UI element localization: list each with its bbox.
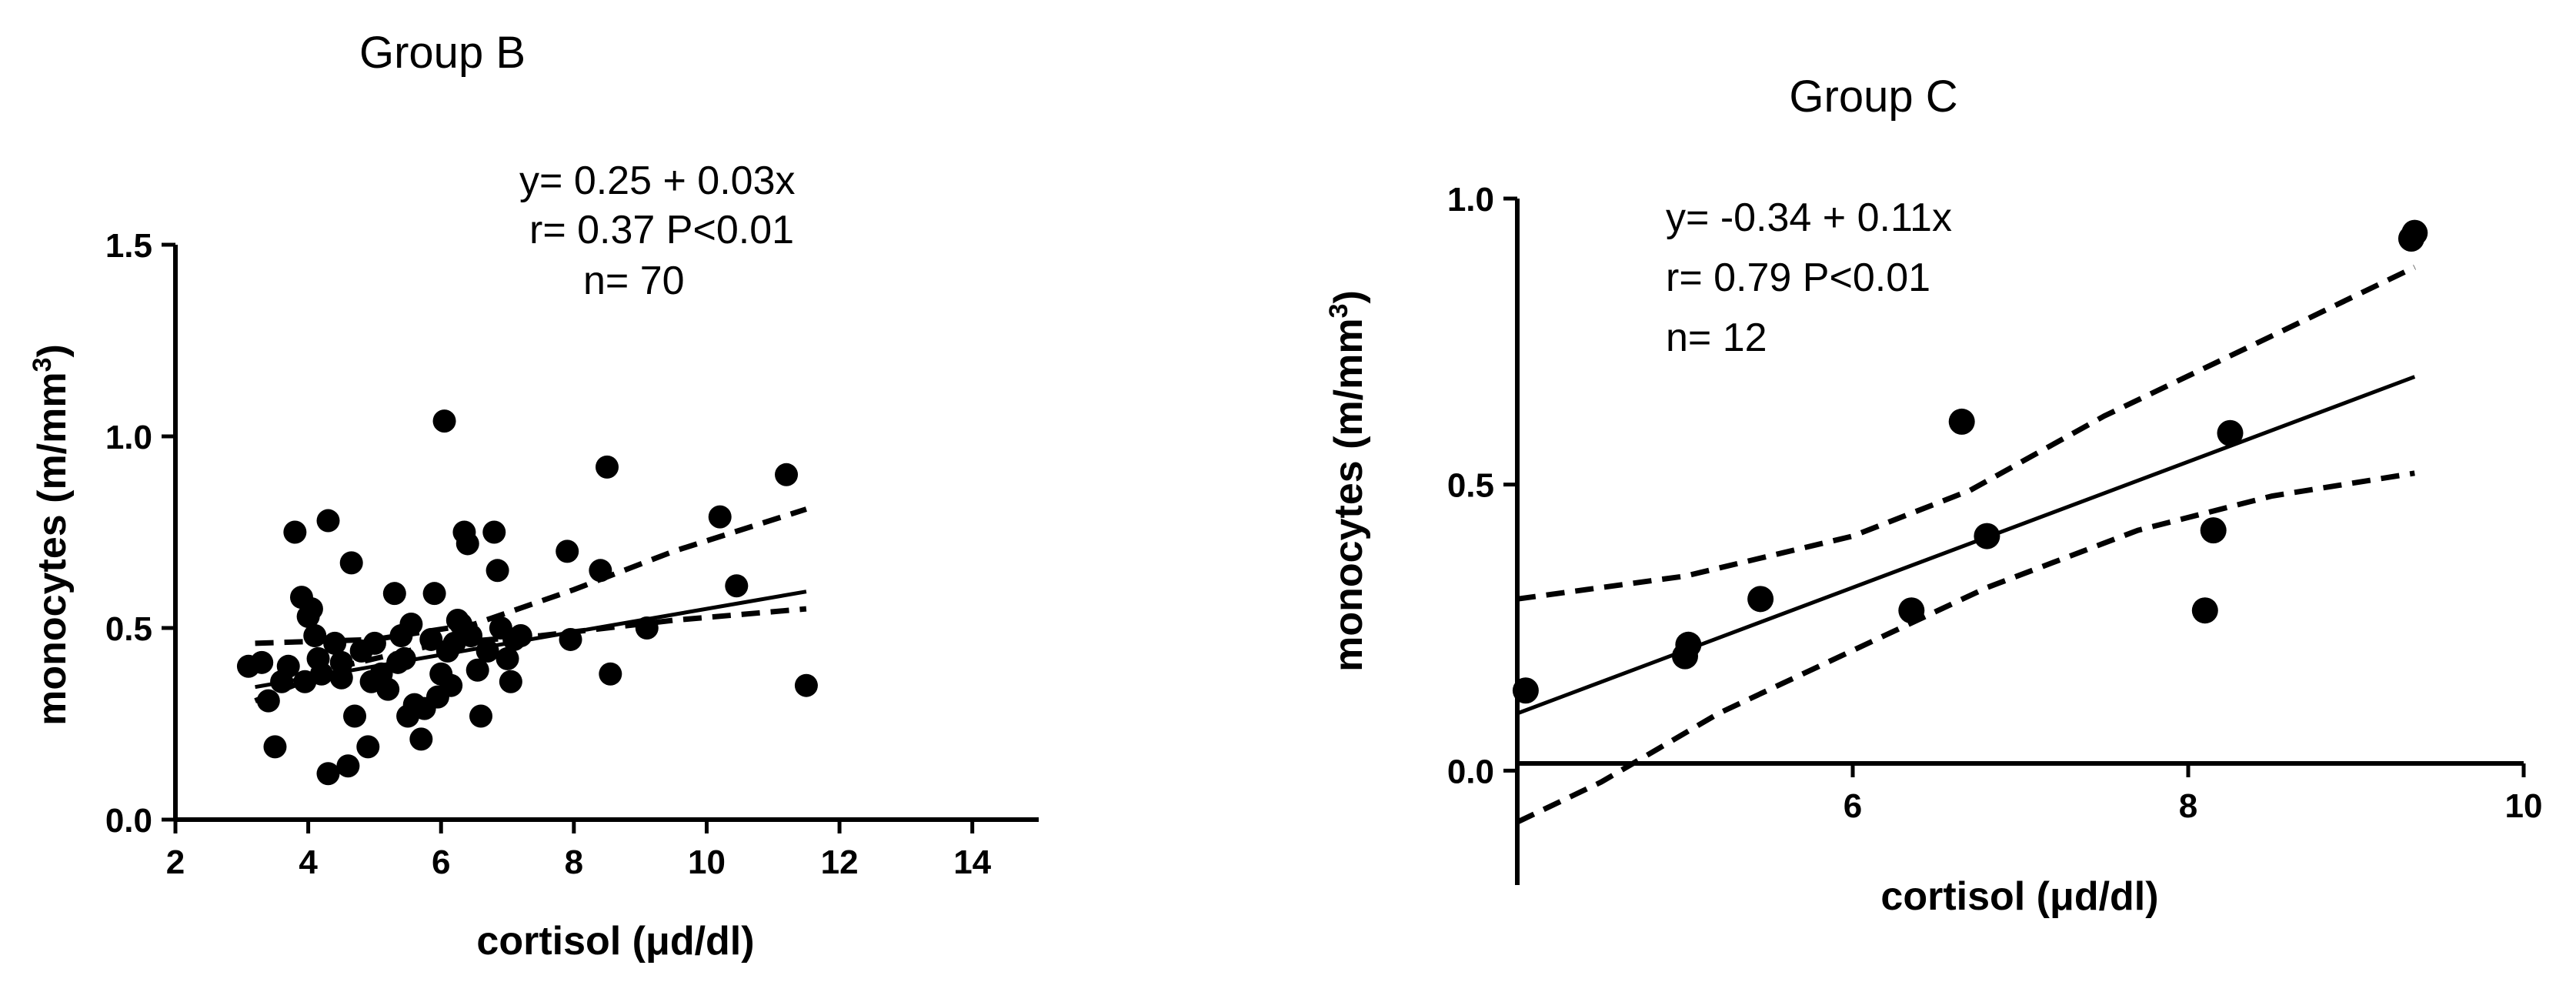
y-axis-label: monocytes (m/mm3) (1324, 290, 1371, 672)
data-point (496, 646, 519, 670)
data-point (1512, 677, 1539, 704)
data-point (316, 509, 340, 533)
data-point (409, 727, 433, 751)
data-point (469, 704, 493, 728)
data-point (2191, 597, 2218, 624)
data-point (256, 689, 280, 713)
data-point (465, 658, 489, 682)
x-tick-label: 14 (953, 843, 991, 881)
x-tick-label: 8 (2179, 787, 2197, 825)
data-point (376, 677, 400, 701)
y-tick-label: 1.0 (105, 419, 152, 456)
data-point (559, 627, 582, 651)
data-point (725, 574, 749, 598)
data-point (556, 539, 579, 563)
data-point (250, 650, 274, 674)
data-point (455, 532, 479, 556)
data-point (2200, 517, 2227, 544)
data-point (475, 639, 499, 663)
data-point (323, 631, 347, 655)
annotation-equation: y= -0.34 + 0.11x (1666, 195, 1952, 240)
y-tick-label: 1.0 (1447, 181, 1494, 219)
x-tick-label: 10 (688, 843, 726, 881)
data-point (422, 582, 446, 606)
data-point (775, 463, 799, 486)
data-point (329, 666, 353, 690)
annotation-r-p: r= 0.37 P<0.01 (529, 208, 794, 252)
data-point (708, 505, 732, 529)
data-point (382, 582, 406, 606)
data-point (432, 409, 456, 433)
x-tick-label: 6 (432, 843, 450, 881)
ci-lower-line (1516, 470, 2415, 825)
y-tick-label: 0.0 (105, 802, 152, 840)
data-point (362, 631, 386, 655)
y-tick-label: 0.0 (1447, 753, 1494, 790)
data-point (309, 662, 333, 686)
data-point (482, 520, 506, 544)
y-tick-label: 0.5 (105, 610, 152, 648)
data-point (299, 597, 323, 621)
x-tick-label: 12 (821, 843, 859, 881)
ci-lower-line (254, 606, 807, 703)
y-axis-label: monocytes (m/mm3) (28, 344, 75, 726)
y-tick-label: 0.5 (1447, 467, 1494, 505)
y-tick-label: 1.5 (105, 227, 152, 265)
data-point (336, 754, 360, 778)
data-point (343, 704, 367, 728)
data-point (635, 616, 659, 640)
annotation-equation: y= 0.25 + 0.03x (519, 159, 796, 203)
x-axis-label: cortisol (μd/dl) (476, 919, 754, 964)
data-point (276, 654, 300, 678)
data-point (339, 551, 363, 575)
data-point (509, 623, 532, 647)
data-point (419, 627, 443, 651)
data-point (459, 623, 483, 647)
data-point (596, 455, 619, 479)
x-tick-label: 2 (166, 843, 185, 881)
data-point (303, 623, 327, 647)
annotation-n: n= 12 (1666, 316, 1767, 360)
data-point (486, 559, 509, 583)
annotation-n: n= 70 (583, 259, 685, 303)
chart-group-b: Group B y= 0.25 + 0.03x r= 0.37 P<0.01 n… (28, 28, 1039, 964)
data-point (1974, 523, 2000, 549)
data-point (283, 520, 307, 544)
data-point (356, 735, 380, 759)
ci-upper-line (1517, 265, 2416, 602)
regression-line (1517, 375, 2416, 716)
data-point (1675, 631, 1702, 658)
data-point (2217, 419, 2244, 446)
data-point (599, 662, 622, 686)
annotation-r-p: r= 0.79 P<0.01 (1666, 256, 1930, 300)
data-point (589, 559, 612, 583)
x-tick-label: 4 (299, 843, 318, 881)
data-point (2397, 225, 2424, 252)
x-tick-label: 8 (565, 843, 583, 881)
ci-upper-line (255, 506, 807, 646)
x-tick-label: 10 (2505, 787, 2543, 825)
data-point (1898, 597, 1925, 624)
data-point (1948, 408, 1975, 435)
chart-title: Group B (359, 28, 526, 78)
data-point (1747, 586, 1774, 613)
x-tick-label: 6 (1844, 787, 1862, 825)
data-point (794, 673, 818, 697)
data-point (499, 670, 522, 693)
data-point (439, 673, 463, 697)
chart-title: Group C (1789, 72, 1957, 122)
chart-group-c: Group C y= -0.34 + 0.11x r= 0.79 P<0.01 … (1324, 72, 2542, 919)
data-point (392, 646, 416, 670)
data-point (316, 762, 340, 786)
data-point (263, 735, 287, 759)
x-axis-label: cortisol (μd/dl) (1880, 874, 2158, 919)
data-point (399, 613, 423, 636)
